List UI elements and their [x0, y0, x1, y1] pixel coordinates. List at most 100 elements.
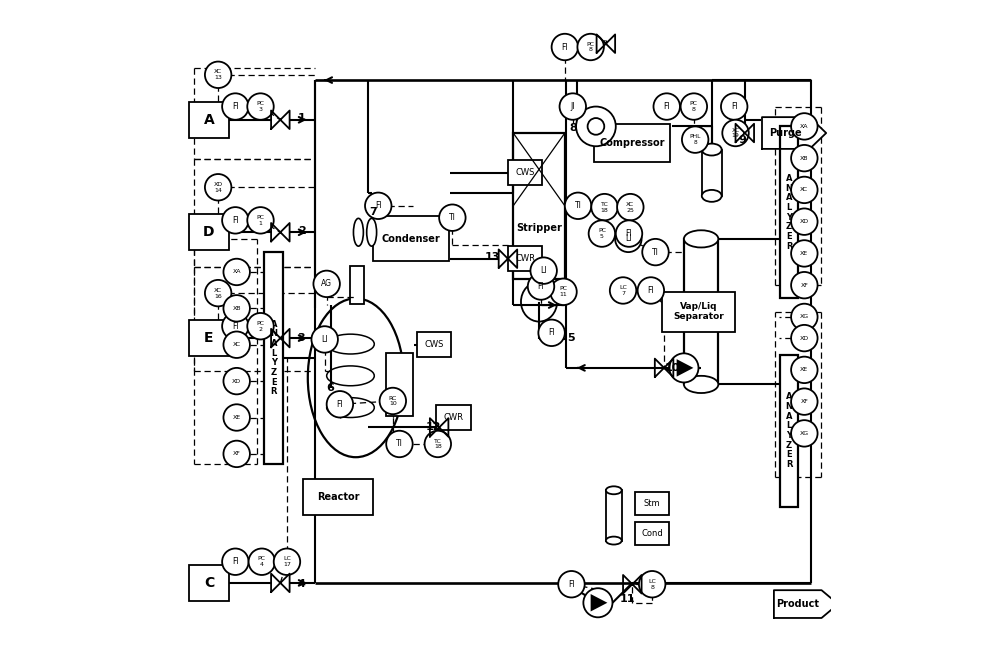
Circle shape: [588, 118, 604, 135]
Text: JI: JI: [571, 102, 575, 111]
Circle shape: [617, 194, 644, 220]
Circle shape: [380, 388, 406, 414]
Text: Purge: Purge: [770, 128, 802, 138]
Text: RC
10: RC 10: [389, 396, 397, 406]
Text: FI: FI: [648, 286, 654, 295]
FancyBboxPatch shape: [702, 150, 722, 196]
Circle shape: [638, 277, 664, 304]
Text: XC: XC: [800, 188, 808, 192]
Circle shape: [222, 93, 249, 120]
Text: PC
8: PC 8: [587, 42, 595, 52]
Text: 3: 3: [298, 333, 305, 343]
Text: FI: FI: [731, 102, 738, 111]
FancyBboxPatch shape: [303, 479, 373, 515]
Circle shape: [311, 326, 338, 353]
FancyBboxPatch shape: [780, 355, 798, 507]
Polygon shape: [774, 590, 838, 618]
Text: LI: LI: [625, 235, 632, 243]
Circle shape: [576, 107, 616, 147]
Text: XF: XF: [800, 399, 808, 404]
Text: XF: XF: [233, 452, 241, 456]
Text: A
N
A
L
Y
Z
E
R: A N A L Y Z E R: [786, 174, 793, 251]
Circle shape: [222, 207, 249, 233]
Circle shape: [386, 431, 413, 457]
Ellipse shape: [702, 190, 722, 202]
Text: FI: FI: [232, 557, 239, 566]
FancyBboxPatch shape: [373, 216, 449, 261]
Text: CWR: CWR: [515, 254, 535, 263]
Circle shape: [247, 207, 274, 233]
Text: FI: FI: [375, 202, 382, 210]
Text: FI: FI: [232, 322, 239, 331]
Circle shape: [425, 431, 451, 457]
Circle shape: [791, 325, 818, 351]
Text: LC
17: LC 17: [283, 556, 291, 567]
Circle shape: [550, 278, 577, 305]
Circle shape: [247, 313, 274, 339]
Text: Compressor: Compressor: [600, 138, 665, 148]
Circle shape: [682, 127, 708, 153]
Circle shape: [223, 259, 250, 285]
FancyBboxPatch shape: [189, 214, 229, 251]
Text: Vap/Liq
Separator: Vap/Liq Separator: [673, 302, 724, 322]
FancyBboxPatch shape: [508, 246, 542, 271]
Ellipse shape: [606, 536, 622, 544]
Text: E: E: [204, 331, 214, 345]
Text: LC
8: LC 8: [648, 579, 656, 589]
Text: LI: LI: [540, 266, 547, 275]
Text: CWS: CWS: [424, 340, 444, 349]
Circle shape: [274, 548, 300, 575]
Text: 5: 5: [567, 333, 575, 343]
FancyBboxPatch shape: [780, 127, 798, 298]
Circle shape: [791, 420, 818, 447]
Text: XC
13: XC 13: [214, 70, 222, 80]
Polygon shape: [677, 359, 693, 377]
Text: Reactor: Reactor: [317, 492, 359, 502]
FancyBboxPatch shape: [350, 266, 364, 304]
Text: XC
25: XC 25: [626, 202, 634, 213]
Circle shape: [610, 277, 636, 304]
Circle shape: [249, 548, 275, 575]
FancyBboxPatch shape: [189, 320, 229, 356]
Circle shape: [439, 204, 466, 231]
Ellipse shape: [702, 144, 722, 156]
Text: XE: XE: [233, 415, 241, 420]
FancyBboxPatch shape: [436, 405, 471, 430]
Circle shape: [577, 34, 604, 60]
Text: CWS: CWS: [515, 168, 535, 177]
Circle shape: [589, 220, 615, 247]
Text: LC
7: LC 7: [619, 285, 627, 296]
Text: LI: LI: [321, 335, 328, 344]
Polygon shape: [762, 117, 826, 149]
Ellipse shape: [684, 230, 718, 247]
Circle shape: [591, 194, 618, 220]
FancyBboxPatch shape: [189, 565, 229, 601]
Circle shape: [223, 441, 250, 467]
Text: XB: XB: [232, 306, 241, 311]
Text: XG: XG: [800, 314, 809, 320]
Text: D: D: [203, 225, 215, 239]
Text: A: A: [204, 113, 214, 127]
Text: A
N
A
L
Y
Z
E
R: A N A L Y Z E R: [270, 320, 277, 396]
Text: 9: 9: [738, 135, 746, 145]
Text: 12: 12: [426, 422, 442, 432]
Text: 13: 13: [484, 253, 500, 263]
Text: Stripper: Stripper: [516, 223, 562, 233]
Circle shape: [205, 280, 231, 306]
FancyBboxPatch shape: [635, 522, 669, 545]
FancyBboxPatch shape: [386, 353, 413, 416]
FancyBboxPatch shape: [684, 239, 718, 385]
Text: XC
19: XC 19: [731, 127, 740, 139]
Circle shape: [223, 404, 250, 431]
Circle shape: [223, 332, 250, 358]
Circle shape: [538, 320, 565, 346]
Circle shape: [616, 220, 642, 247]
Text: PHL
8: PHL 8: [689, 134, 701, 145]
Text: XC: XC: [233, 342, 241, 347]
Circle shape: [560, 93, 586, 120]
Text: 1: 1: [298, 113, 305, 123]
Circle shape: [681, 93, 707, 120]
FancyBboxPatch shape: [606, 490, 622, 540]
Circle shape: [205, 62, 231, 88]
Circle shape: [639, 571, 665, 597]
